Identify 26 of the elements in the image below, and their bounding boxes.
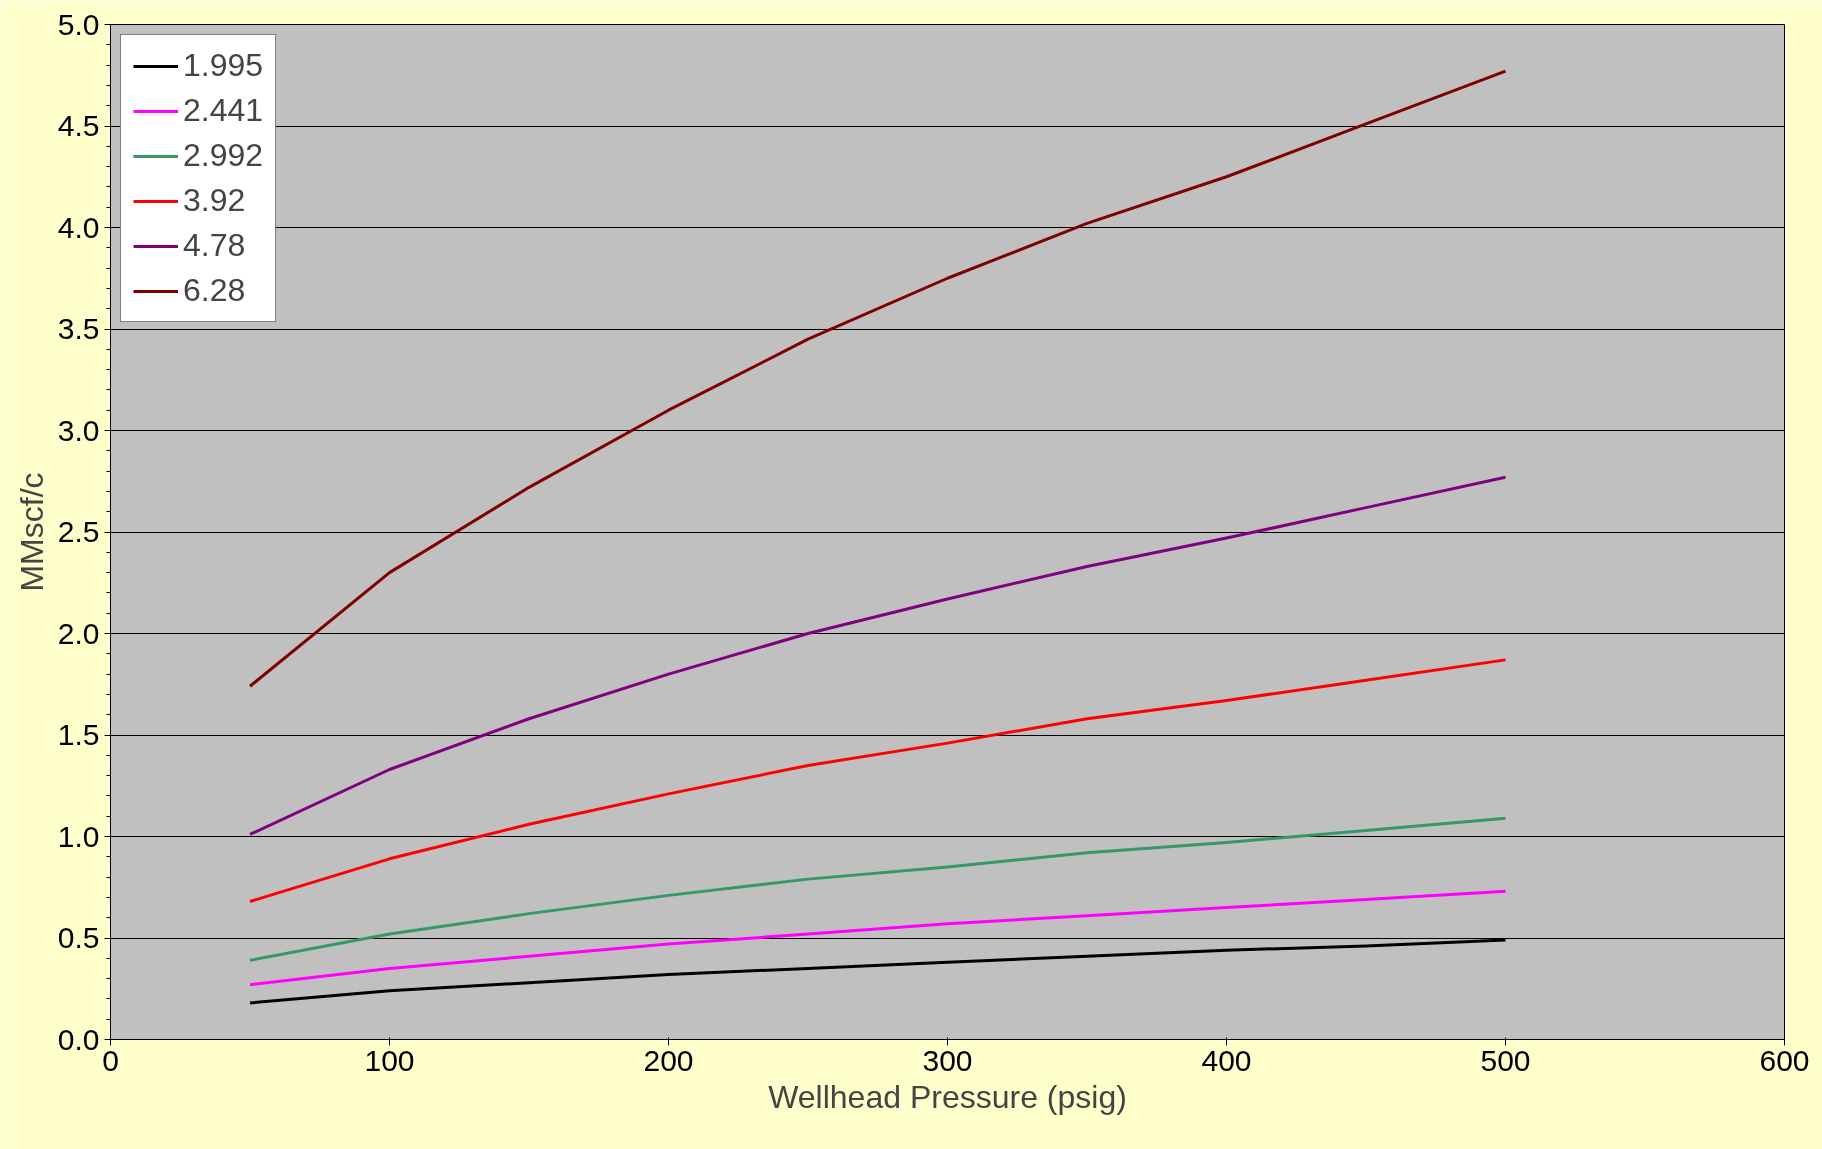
y-tick-label: 5.0 — [57, 7, 100, 41]
legend-label: 2.992 — [183, 137, 264, 174]
legend-label: 3.92 — [183, 182, 246, 219]
x-tick-label: 0 — [102, 1043, 119, 1077]
y-tick-label: 2.0 — [57, 616, 100, 650]
y-tick-label: 2.5 — [57, 515, 100, 548]
y-tick-label: 3.5 — [57, 312, 100, 345]
x-tick-label: 500 — [1480, 1043, 1531, 1077]
y-tick-label: 1.5 — [57, 718, 100, 751]
x-tick-label: 600 — [1759, 1043, 1810, 1077]
legend-label: 1.995 — [183, 47, 264, 84]
legend-label: 4.78 — [183, 227, 246, 264]
y-axis-title: MMscf/c — [13, 472, 50, 592]
y-tick-label: 0.0 — [57, 1022, 100, 1056]
x-tick-label: 300 — [922, 1043, 973, 1077]
x-tick-label: 200 — [643, 1043, 694, 1077]
y-tick-label: 0.5 — [57, 921, 100, 954]
y-tick-label: 1.0 — [57, 819, 100, 853]
x-tick-label: 400 — [1201, 1043, 1252, 1077]
legend-label: 2.441 — [183, 92, 264, 129]
legend-label: 6.28 — [183, 272, 246, 309]
y-tick-label: 4.0 — [57, 210, 100, 244]
x-tick-label: 100 — [364, 1043, 415, 1077]
x-axis-title: Wellhead Pressure (psig) — [768, 1078, 1127, 1115]
y-tick-label: 4.5 — [57, 109, 100, 142]
y-tick-label: 3.0 — [57, 413, 100, 447]
